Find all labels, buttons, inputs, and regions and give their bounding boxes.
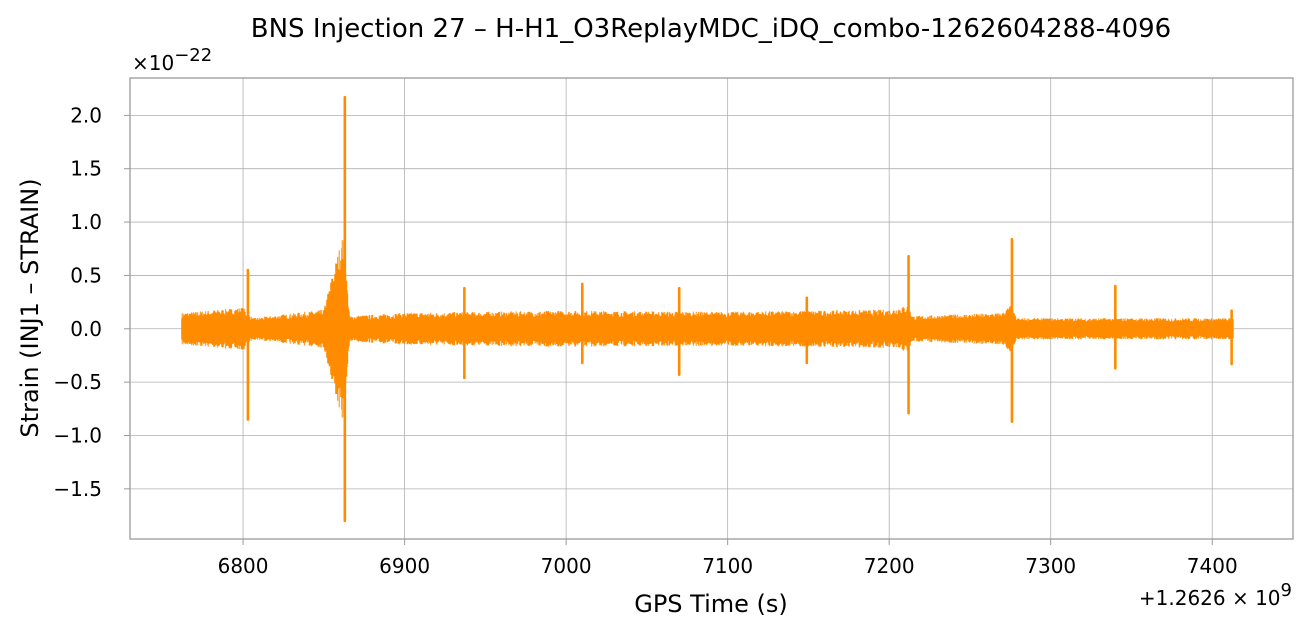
x-tick-label: 7000 — [541, 554, 592, 578]
chart-title: BNS Injection 27 – H-H1_O3ReplayMDC_iDQ_… — [251, 14, 1171, 44]
y-axis-label: Strain (INJ1 – STRAIN) — [16, 178, 44, 437]
y-tick-label: −1.0 — [53, 423, 102, 447]
y-tick-label: 1.0 — [70, 210, 102, 234]
x-tick-label: 7300 — [1025, 554, 1076, 578]
y-tick-label: 2.0 — [70, 103, 102, 127]
plot-area — [181, 95, 1234, 523]
axes-frame — [129, 77, 1294, 540]
y-tick-label: 0.5 — [70, 263, 102, 287]
x-axis: 6800 6900 7000 7100 7200 7300 7400 — [218, 539, 1238, 578]
y-tick-label: −1.5 — [53, 477, 102, 501]
x-offset-label: +1.2626 × 109 — [1139, 580, 1292, 610]
y-tick-label: 1.5 — [70, 157, 102, 181]
grid — [130, 78, 1293, 539]
y-tick-label: −0.5 — [53, 370, 102, 394]
x-axis-label: GPS Time (s) — [634, 590, 788, 618]
x-tick-label: 7400 — [1187, 554, 1238, 578]
y-axis: −1.5 −1.0 −0.5 0.0 0.5 1.0 1.5 2.0 — [53, 103, 130, 501]
x-tick-label: 7100 — [702, 554, 753, 578]
strain-noise-band — [181, 239, 1234, 418]
x-tick-label: 7200 — [864, 554, 915, 578]
x-tick-label: 6900 — [379, 554, 430, 578]
y-scale-label: ×10−22 — [132, 45, 212, 75]
x-tick-label: 6800 — [218, 554, 269, 578]
y-tick-label: 0.0 — [70, 317, 102, 341]
